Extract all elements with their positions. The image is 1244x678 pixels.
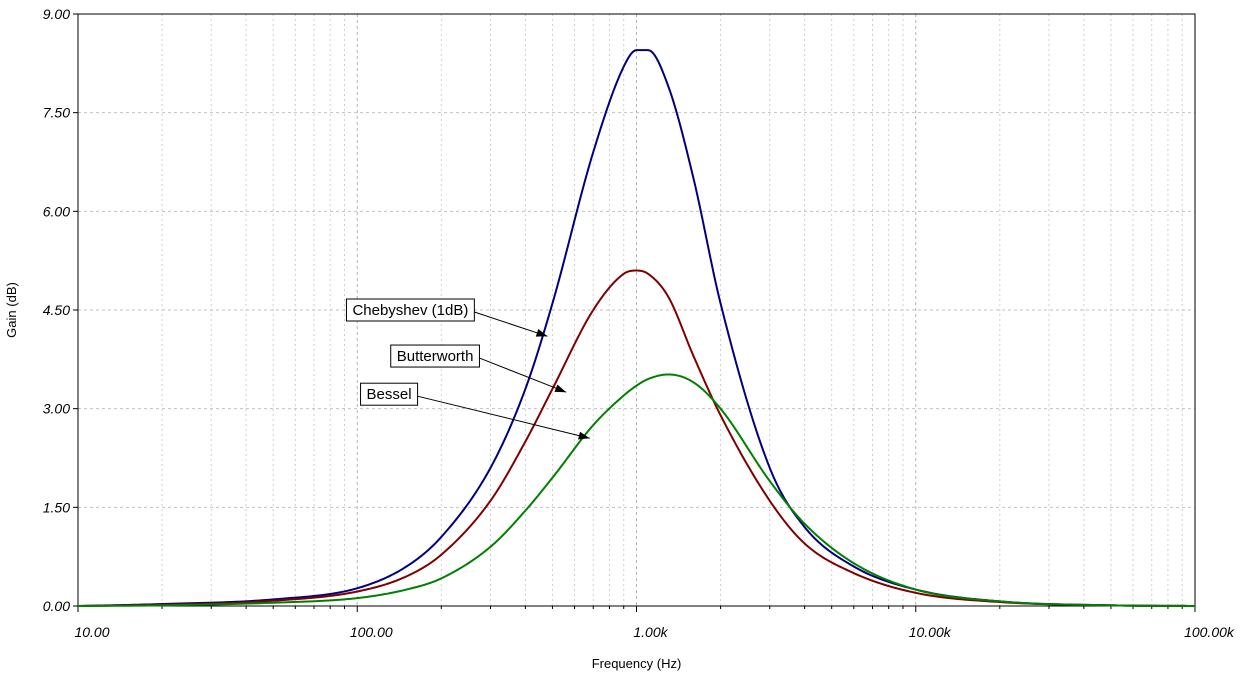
annotation-bessel: Bessel (360, 382, 590, 440)
annotation-butterworth: Butterworth (390, 344, 567, 393)
y-tick-label: 6.00 (43, 203, 70, 219)
y-tick-label: 4.50 (43, 302, 70, 318)
y-tick-label: 1.50 (43, 499, 70, 515)
y-tick-label: 9.00 (43, 6, 70, 22)
annotation-arrow-line (417, 395, 590, 439)
annotation-arrowhead (535, 329, 548, 337)
annotation-label: Chebyshev (1dB) (352, 302, 468, 319)
y-axis-label: Gain (dB) (4, 282, 19, 338)
y-tick-label: 3.00 (43, 401, 70, 417)
annotation-arrowhead (554, 384, 567, 393)
series-lines (77, 49, 1196, 607)
annotation-arrow-line (474, 311, 548, 337)
series-line-chebyshev-1db (77, 49, 1196, 607)
x-axis-label: Frequency (Hz) (592, 656, 682, 671)
x-axis: 10.00 100.00 1.00k 10.00k 100.00k (74, 606, 1235, 640)
y-tick-label: 0.00 (43, 598, 70, 614)
x-tick-label: 100.00 (350, 624, 393, 640)
annotation-box (360, 382, 419, 406)
annotation-label: Bessel (367, 386, 412, 403)
annotation-box (390, 344, 480, 368)
annotation-arrowhead (578, 431, 590, 440)
annotation-label: Butterworth (397, 348, 474, 365)
series-line-bessel (77, 373, 1196, 607)
grid (77, 13, 1195, 607)
x-tick-label: 10.00k (909, 624, 952, 640)
series-line-butterworth (77, 269, 1196, 607)
annotation-chebyshev-1db: Chebyshev (1dB) (345, 298, 548, 337)
annotation-arrow-line (479, 357, 567, 393)
annotation-box (345, 298, 475, 322)
x-tick-label: 10.00 (74, 624, 109, 640)
y-tick-label: 7.50 (43, 105, 70, 121)
x-tick-label: 100.00k (1184, 624, 1235, 640)
y-axis: 0.00 1.50 3.00 4.50 6.00 7.50 9.00 (43, 6, 78, 614)
annotations: Chebyshev (1dB) Butterworth Bessel (345, 298, 590, 440)
x-tick-label: 1.00k (633, 624, 668, 640)
